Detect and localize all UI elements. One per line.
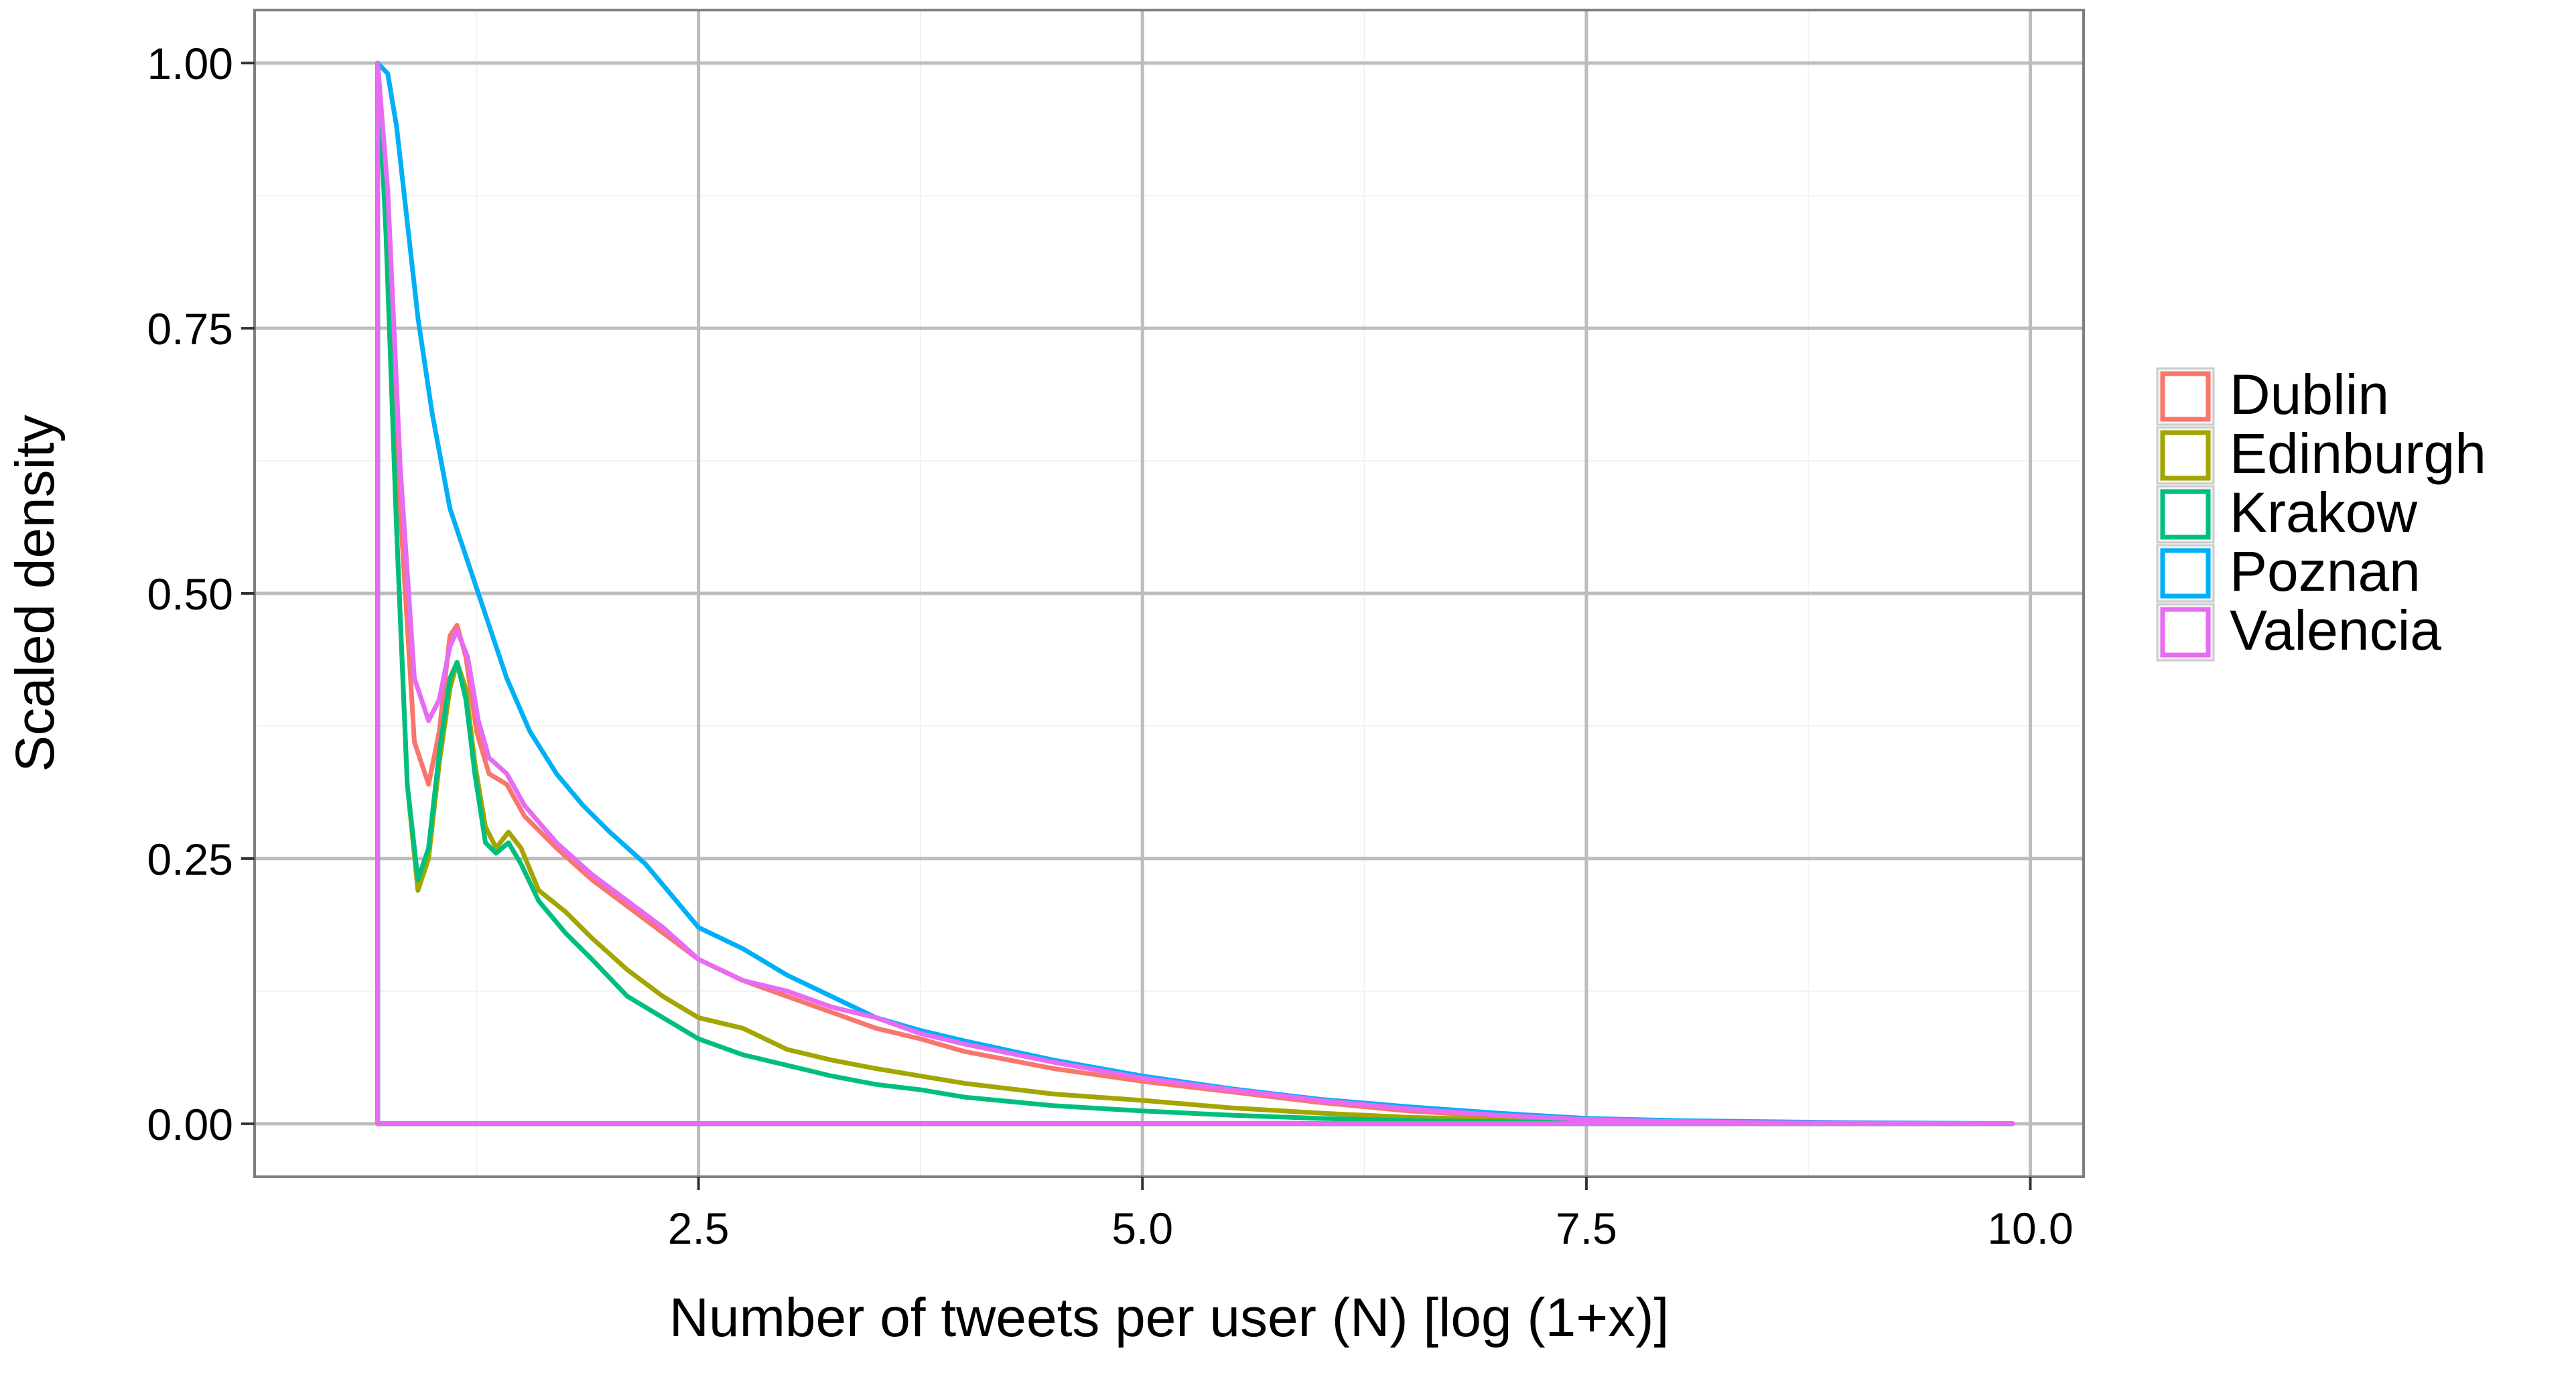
y-axis-title: Scaled density <box>5 415 66 772</box>
y-tick-label: 0.75 <box>147 304 233 354</box>
legend-key-dublin <box>2160 371 2211 422</box>
legend-label: Dublin <box>2230 363 2389 426</box>
y-tick-label: 0.00 <box>147 1100 233 1149</box>
legend-key-krakow <box>2160 489 2211 540</box>
x-tick-label: 5.0 <box>1111 1204 1173 1253</box>
legend-key-poznan <box>2160 548 2211 599</box>
y-axis: 0.00 0.25 0.50 0.75 1.00 <box>147 39 255 1149</box>
y-tick-label: 0.50 <box>147 569 233 619</box>
legend-label: Valencia <box>2230 599 2441 662</box>
y-tick-label: 1.00 <box>147 39 233 88</box>
x-tick-label: 10.0 <box>1987 1204 2073 1253</box>
x-axis: 2.5 5.0 7.5 10.0 <box>668 1177 2074 1253</box>
x-tick-label: 7.5 <box>1556 1204 1617 1253</box>
legend-key-edinburgh <box>2160 430 2211 481</box>
legend-label: Edinburgh <box>2230 422 2486 485</box>
series-line-krakow <box>375 60 2015 1127</box>
series-lines <box>375 60 2015 1127</box>
legend-label: Krakow <box>2230 481 2417 544</box>
x-axis-title: Number of tweets per user (N) [log (1+x)… <box>669 1287 1669 1348</box>
legend-label: Poznan <box>2230 540 2421 603</box>
x-tick-label: 2.5 <box>668 1204 730 1253</box>
series-line-valencia <box>375 60 2015 1127</box>
legend-key-valencia <box>2160 607 2211 658</box>
y-tick-label: 0.25 <box>147 835 233 884</box>
